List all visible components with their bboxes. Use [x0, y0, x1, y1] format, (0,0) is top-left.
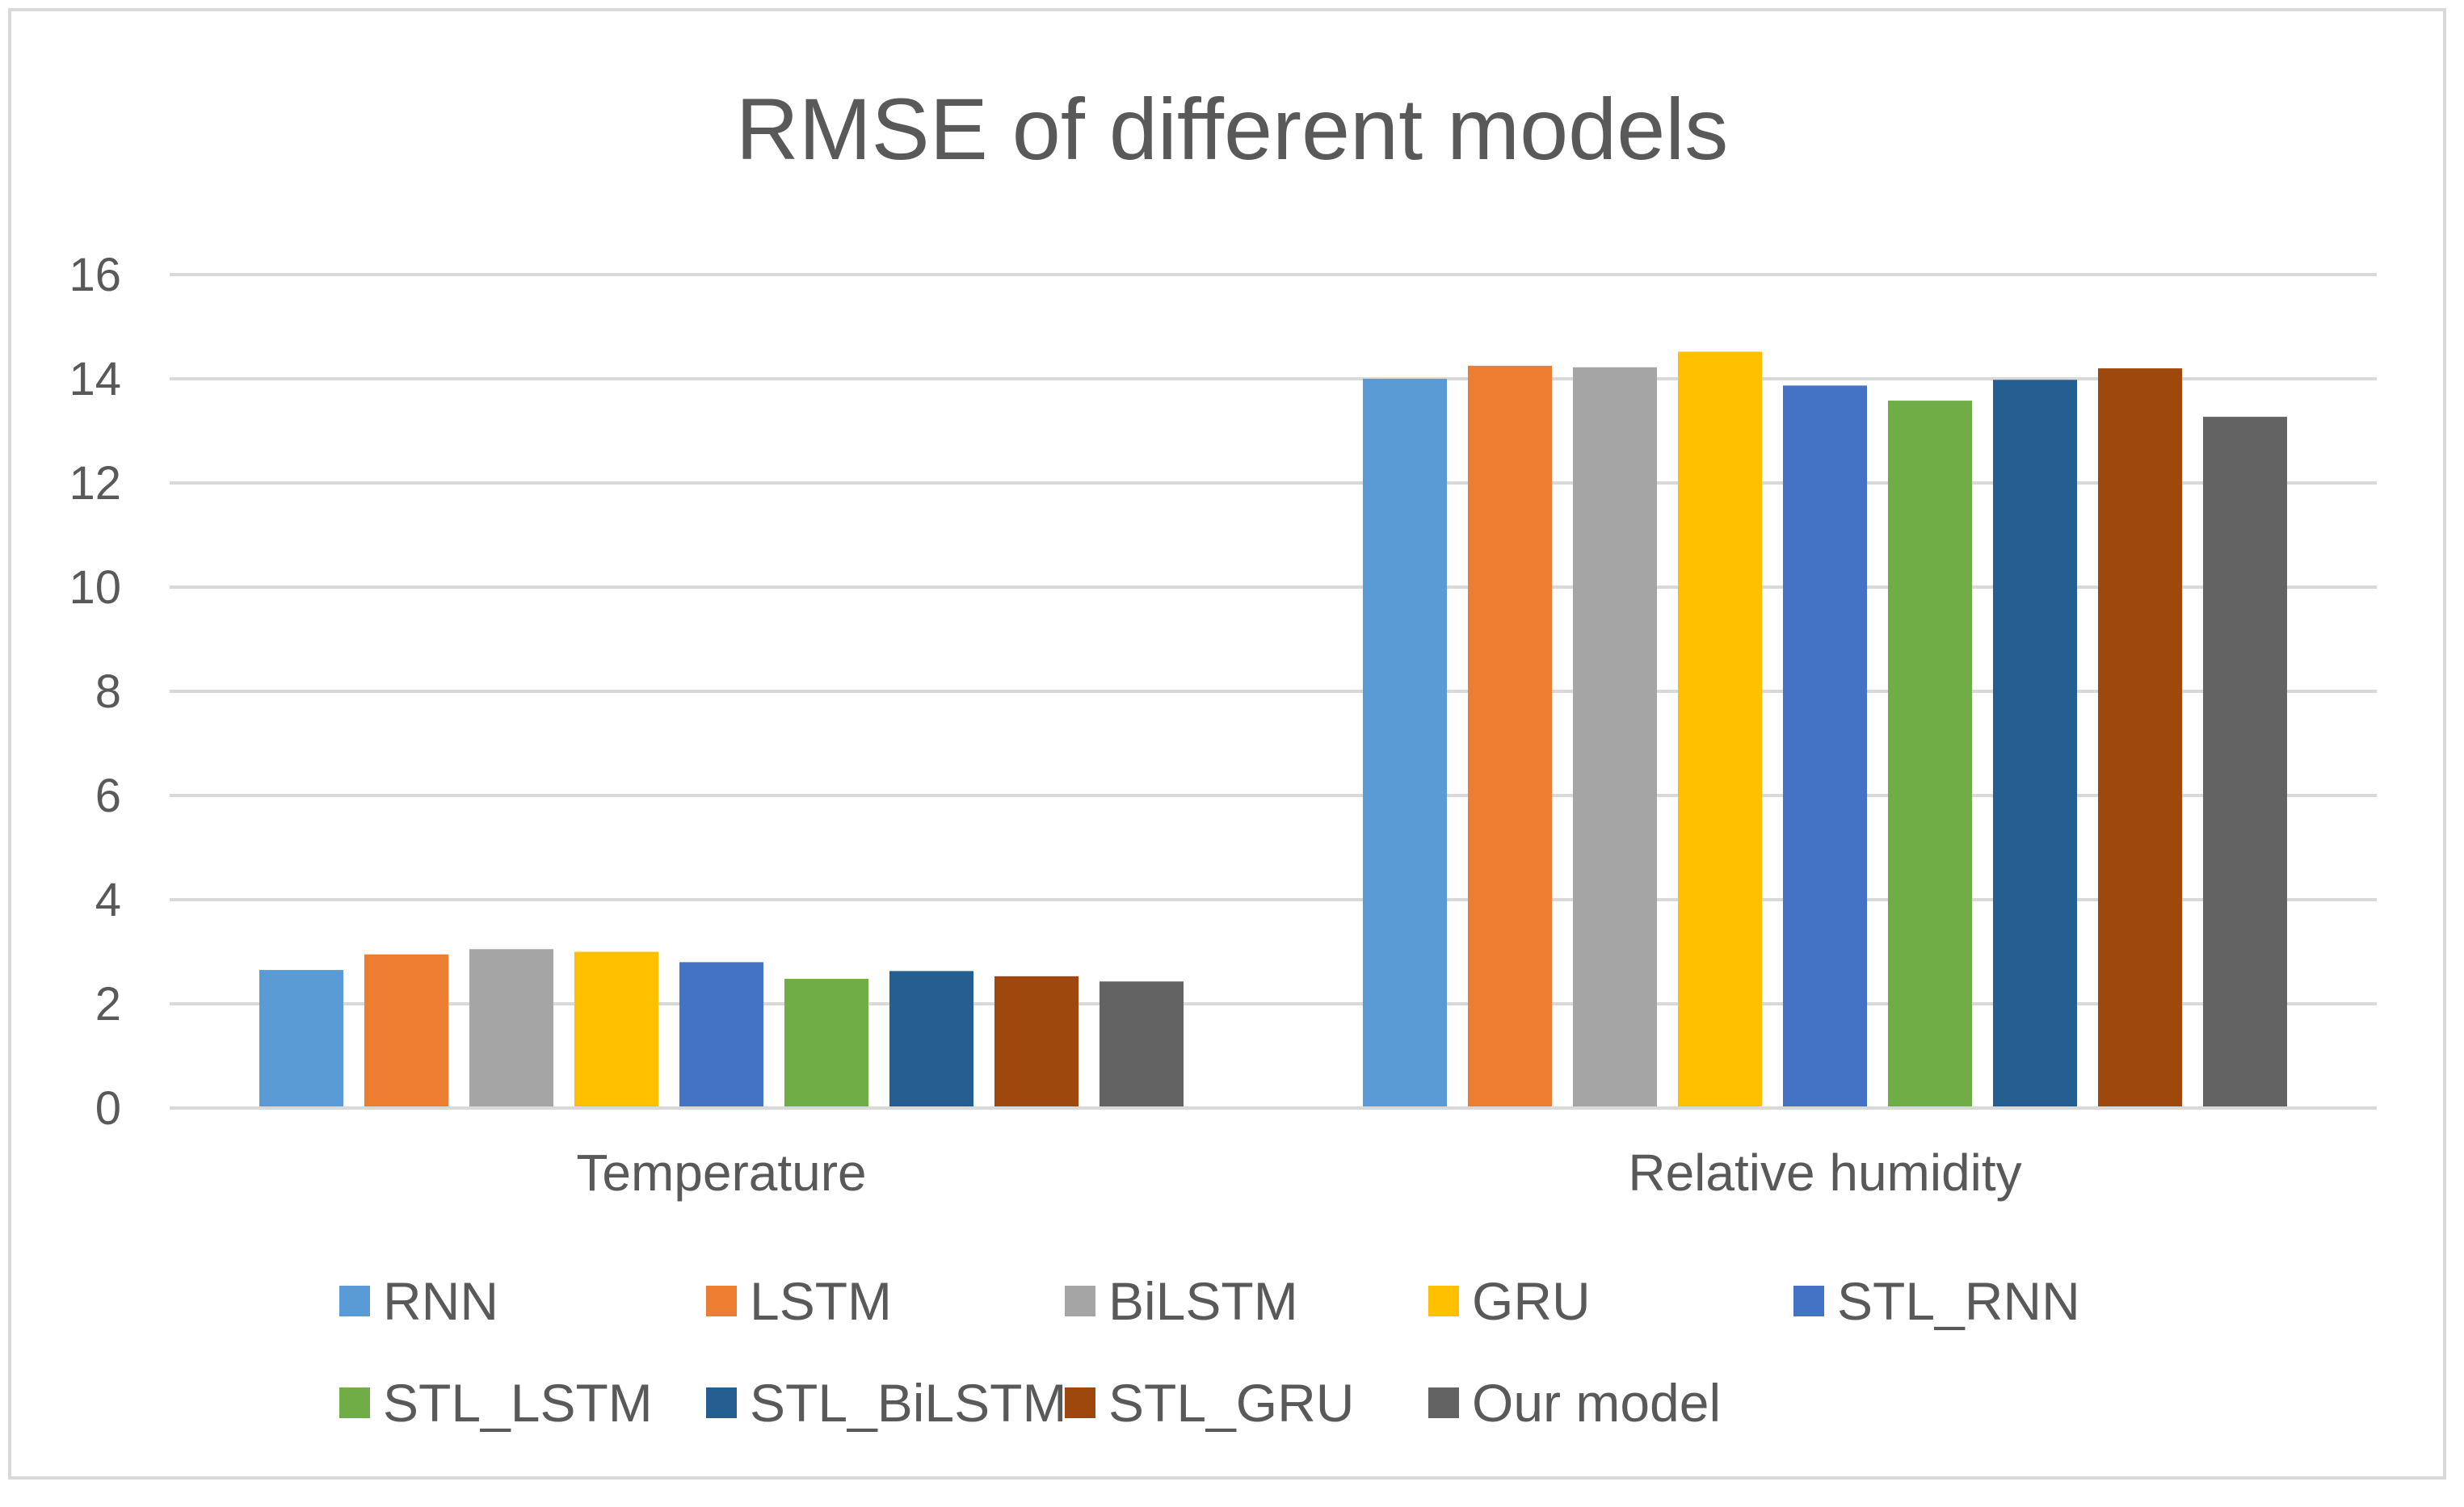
- bar-our-model-temperature: [1100, 981, 1184, 1108]
- legend-item: Our model: [1428, 1373, 1721, 1433]
- legend-label: BiLSTM: [1108, 1271, 1298, 1331]
- bar-bilstm-temperature: [469, 949, 553, 1108]
- legend-swatch: [1428, 1387, 1459, 1418]
- legend-swatch: [339, 1387, 370, 1418]
- legend-label: STL_GRU: [1108, 1373, 1354, 1433]
- y-axis-ticks: 0 2 4 6 8 10 12 14 16: [69, 249, 121, 1135]
- bar-stl-rnn-relative-humidity: [1783, 385, 1867, 1108]
- legend-label: RNN: [383, 1271, 498, 1331]
- legend-item: STL_RNN: [1793, 1271, 2080, 1331]
- y-tick-label: 8: [95, 665, 121, 718]
- legend-swatch: [339, 1286, 370, 1316]
- legend-item: LSTM: [706, 1271, 892, 1331]
- y-tick-label: 6: [95, 770, 121, 822]
- bar-gru-temperature: [574, 951, 658, 1108]
- legend-item: RNN: [339, 1271, 498, 1331]
- y-tick-label: 16: [69, 249, 121, 301]
- legend-item: GRU: [1428, 1271, 1591, 1331]
- legend-swatch: [706, 1286, 737, 1316]
- legend-swatch: [1793, 1286, 1824, 1316]
- legend-label: Our model: [1472, 1373, 1721, 1433]
- bar-stl-rnn-temperature: [679, 962, 763, 1108]
- bar-stl-gru-relative-humidity: [2098, 368, 2182, 1109]
- legend-label: STL_LSTM: [383, 1373, 653, 1433]
- bar-lstm-relative-humidity: [1468, 365, 1552, 1108]
- y-tick-label: 0: [95, 1082, 121, 1135]
- x-category-label: Relative humidity: [1628, 1144, 2021, 1202]
- legend-item: BiLSTM: [1065, 1271, 1298, 1331]
- legend: RNN LSTM BiLSTM GRU STL_RNN STL_LSTM STL_BiLST…: [339, 1271, 2080, 1433]
- legend-label: STL_RNN: [1837, 1271, 2080, 1331]
- bar-stl-gru-temperature: [994, 976, 1079, 1108]
- legend-swatch: [1065, 1387, 1095, 1418]
- legend-item: STL_BiLSTM: [706, 1373, 1066, 1433]
- bar-lstm-temperature: [364, 954, 448, 1108]
- x-axis-categories: Temperature Relative humidity: [576, 1144, 2021, 1202]
- legend-swatch: [1428, 1286, 1459, 1316]
- bars: [170, 351, 2377, 1110]
- bar-our-model-relative-humidity: [2203, 417, 2287, 1108]
- y-tick-label: 4: [95, 874, 121, 926]
- bar-stl-bilstm-temperature: [889, 971, 973, 1108]
- bar-stl-bilstm-relative-humidity: [1993, 380, 2077, 1108]
- legend-label: GRU: [1472, 1271, 1591, 1331]
- x-category-label: Temperature: [576, 1144, 866, 1202]
- y-tick-label: 12: [69, 457, 121, 510]
- legend-label: STL_BiLSTM: [750, 1373, 1066, 1433]
- chart-title: RMSE of different models: [736, 80, 1729, 178]
- legend-swatch: [706, 1387, 737, 1418]
- legend-label: LSTM: [750, 1271, 892, 1331]
- y-tick-label: 14: [69, 353, 121, 405]
- bar-stl-lstm-temperature: [784, 979, 868, 1108]
- bar-rnn-relative-humidity: [1363, 379, 1447, 1108]
- y-tick-label: 2: [95, 978, 121, 1031]
- bar-stl-lstm-relative-humidity: [1888, 401, 1972, 1109]
- bar-bilstm-relative-humidity: [1573, 367, 1657, 1108]
- legend-swatch: [1065, 1286, 1095, 1316]
- bar-gru-relative-humidity: [1678, 351, 1762, 1109]
- bar-rnn-temperature: [259, 970, 343, 1108]
- legend-item: STL_GRU: [1065, 1373, 1354, 1433]
- legend-item: STL_LSTM: [339, 1373, 653, 1433]
- y-tick-label: 10: [69, 561, 121, 614]
